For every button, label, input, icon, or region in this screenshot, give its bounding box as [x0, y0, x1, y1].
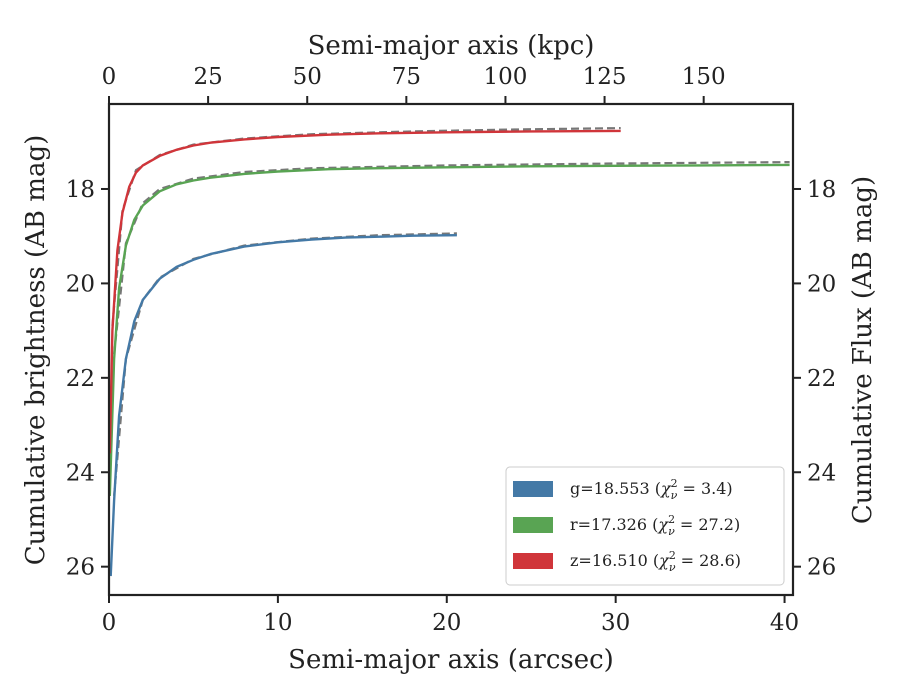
y-tick-label: 24 — [66, 460, 95, 486]
y-right-tick-label: 20 — [807, 271, 836, 297]
x-tick-label: 30 — [601, 610, 630, 636]
plot-frame — [107, 102, 795, 597]
y-tick-label: 26 — [66, 555, 95, 581]
x-axis-top: 0 25 50 75 100 125 150 — [102, 64, 726, 104]
x-top-tick-label: 0 — [102, 64, 117, 90]
legend: g=18.553 (χ2 ν = 3.4) r=17.326 (χ2 ν = 27.2… — [505, 466, 785, 586]
x-tick-label: 0 — [102, 610, 117, 636]
legend-swatch-z — [513, 553, 553, 569]
x-tick-label: 10 — [263, 610, 292, 636]
legend-box — [505, 466, 785, 586]
x-top-tick-label: 100 — [483, 64, 527, 90]
data-series — [109, 129, 790, 577]
y-tick-label: 18 — [66, 177, 95, 203]
y-right-tick-label: 18 — [807, 177, 836, 203]
x-top-tick-label: 25 — [193, 64, 222, 90]
y-axis-left: 18 20 22 24 26 — [66, 177, 109, 581]
y-tick-label: 20 — [66, 271, 95, 297]
y-tick-label: 22 — [66, 366, 95, 392]
legend-label-r: r=17.326 (χ2 ν = 27.2) — [570, 513, 740, 538]
series-line-z — [109, 129, 621, 454]
x-top-tick-label: 150 — [682, 64, 726, 90]
x-top-tick-label: 75 — [392, 64, 421, 90]
x-tick-label: 40 — [770, 610, 799, 636]
legend-label-g: g=18.553 (χ2 ν = 3.4) — [570, 477, 733, 502]
y-axis-right-title: Cumulative Flux (AB mag) — [848, 176, 878, 524]
x-axis-bottom: 0 10 20 30 40 — [102, 595, 799, 636]
y-axis-title: Cumulative brightness (AB mag) — [21, 135, 51, 566]
y-right-tick-label: 24 — [807, 460, 836, 486]
y-axis-right: 18 20 22 24 26 — [793, 177, 836, 581]
legend-swatch-g — [513, 481, 553, 497]
legend-label-z: z=16.510 (χ2 ν = 28.6) — [570, 549, 741, 574]
series-line-g — [109, 234, 457, 577]
y-right-tick-label: 22 — [807, 366, 836, 392]
x-top-tick-label: 125 — [583, 64, 627, 90]
legend-swatch-r — [513, 517, 553, 533]
x-axis-title: Semi-major axis (arcsec) — [288, 645, 614, 675]
x-tick-label: 20 — [432, 610, 461, 636]
series-line-r — [109, 163, 790, 496]
y-right-tick-label: 26 — [807, 555, 836, 581]
x-axis-top-title: Semi-major axis (kpc) — [308, 31, 595, 61]
x-top-tick-label: 50 — [293, 64, 322, 90]
